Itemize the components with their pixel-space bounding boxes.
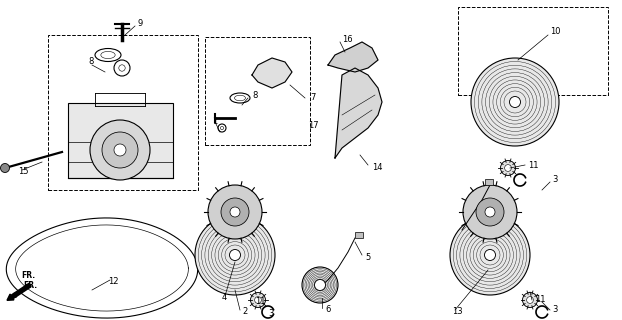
Circle shape	[230, 207, 240, 217]
Circle shape	[315, 279, 325, 291]
Text: 12: 12	[108, 277, 119, 286]
Text: 13: 13	[452, 308, 463, 316]
Circle shape	[463, 185, 517, 239]
Circle shape	[251, 292, 266, 308]
Circle shape	[471, 58, 559, 146]
Circle shape	[1, 164, 9, 172]
Polygon shape	[252, 58, 292, 88]
Circle shape	[501, 161, 516, 175]
Circle shape	[476, 198, 504, 226]
Circle shape	[485, 250, 496, 260]
Bar	[48, 35, 198, 190]
Circle shape	[522, 292, 537, 308]
Text: 16: 16	[342, 36, 353, 44]
Text: 11: 11	[528, 161, 539, 170]
Circle shape	[195, 215, 275, 295]
Text: FR.: FR.	[12, 281, 37, 297]
Text: 3: 3	[268, 309, 274, 318]
Circle shape	[302, 267, 338, 303]
Circle shape	[527, 297, 534, 303]
Polygon shape	[328, 42, 378, 72]
Bar	[355, 232, 363, 238]
Circle shape	[254, 297, 261, 303]
Text: FR.: FR.	[21, 271, 35, 280]
Circle shape	[208, 185, 262, 239]
Text: 2: 2	[242, 308, 248, 316]
Text: 15: 15	[18, 167, 29, 177]
Bar	[458, 7, 608, 95]
Text: 8: 8	[252, 91, 258, 100]
Circle shape	[90, 120, 150, 180]
Circle shape	[450, 215, 530, 295]
Circle shape	[102, 132, 138, 168]
Text: 11: 11	[255, 298, 266, 307]
Text: 3: 3	[552, 306, 557, 315]
Text: 14: 14	[372, 164, 383, 172]
Bar	[205, 37, 310, 145]
Text: 17: 17	[308, 121, 318, 130]
Text: 1: 1	[212, 117, 217, 126]
Circle shape	[114, 144, 126, 156]
Circle shape	[509, 97, 521, 108]
Text: 9: 9	[138, 19, 143, 28]
Text: 6: 6	[325, 306, 330, 315]
Circle shape	[504, 164, 511, 172]
Text: 8: 8	[88, 58, 93, 67]
Text: 3: 3	[552, 175, 557, 185]
Circle shape	[485, 207, 495, 217]
Text: 11: 11	[535, 295, 545, 305]
Circle shape	[230, 250, 241, 260]
Text: 7: 7	[310, 93, 315, 102]
Bar	[68, 103, 173, 178]
FancyArrow shape	[7, 283, 31, 300]
Polygon shape	[335, 68, 382, 158]
Text: 10: 10	[550, 28, 560, 36]
Circle shape	[221, 198, 249, 226]
Text: 5: 5	[365, 253, 370, 262]
Bar	[485, 179, 493, 185]
Text: 4: 4	[222, 293, 227, 302]
